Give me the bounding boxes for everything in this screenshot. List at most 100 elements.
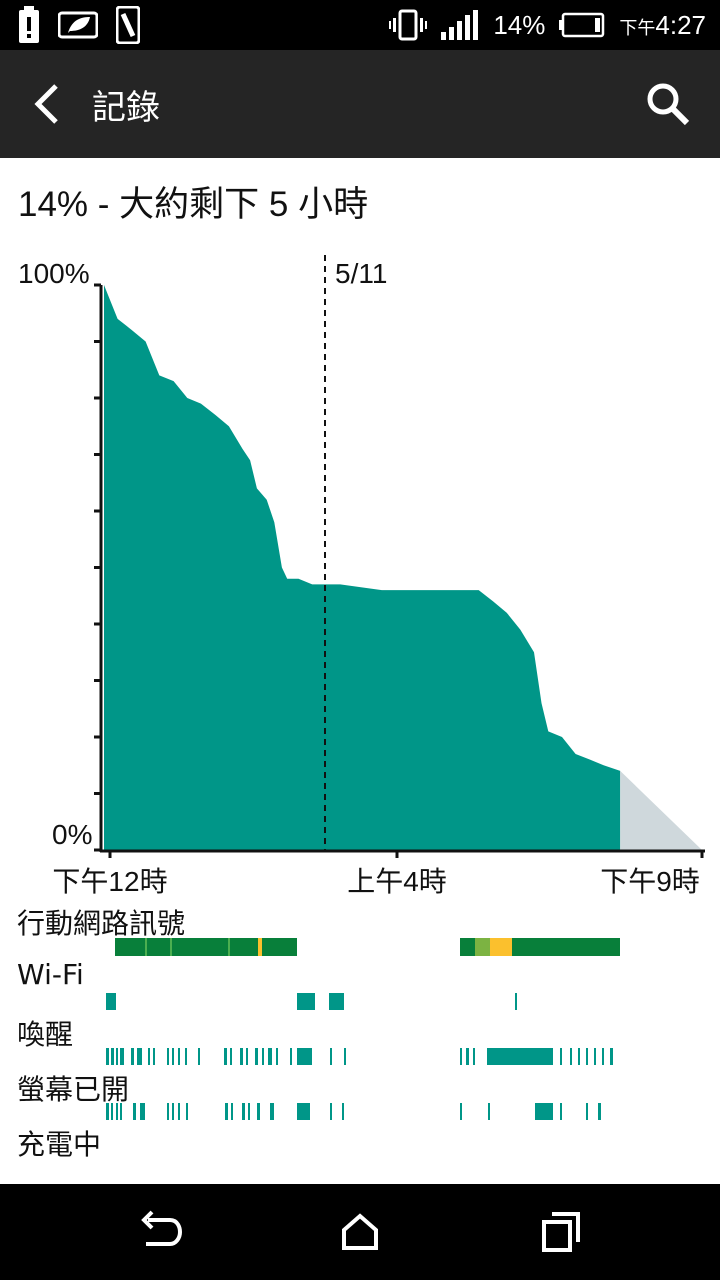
battery-percent: 14% (493, 9, 546, 40)
activity-segment (224, 1048, 227, 1065)
activity-segment (116, 1103, 118, 1120)
activity-segment (268, 1048, 272, 1065)
activity-segment (598, 1103, 601, 1120)
activity-segment (148, 1048, 150, 1065)
y-axis-top-label: 100% (18, 258, 90, 289)
activity-segment (330, 1103, 332, 1120)
activity-segment (120, 1103, 122, 1120)
activity-segment (185, 1048, 187, 1065)
activity-segment (240, 1048, 243, 1065)
battery-level-area (104, 285, 621, 850)
activity-segment (475, 938, 490, 956)
activity-segment (140, 1103, 145, 1120)
activity-segment (186, 1103, 188, 1120)
page-title: 記錄 (92, 88, 160, 128)
x-tick-label: 上午4時 (347, 866, 447, 897)
activity-segment (262, 1048, 264, 1065)
activity-segment (488, 1103, 490, 1120)
activity-segment (329, 993, 344, 1010)
activity-segment (167, 1103, 169, 1120)
activity-segment (133, 1103, 136, 1120)
activity-segment (225, 1103, 228, 1120)
activity-segment (115, 938, 297, 956)
activity-segment (473, 1048, 475, 1065)
row-label-mobile-signal: 行動網路訊號 (17, 907, 186, 940)
navigation-bar (0, 1184, 720, 1280)
activity-bars (106, 938, 620, 1120)
activity-segment (120, 1048, 124, 1065)
activity-segment (490, 938, 512, 956)
activity-segment (610, 1048, 613, 1065)
vibrate-icon (389, 9, 428, 41)
leaf-icon (58, 11, 98, 39)
activity-segment (258, 938, 262, 956)
activity-segment (297, 1103, 310, 1120)
activity-segment (570, 1048, 572, 1065)
activity-segment (116, 1048, 118, 1065)
activity-segment (330, 1048, 332, 1065)
activity-segment (153, 1048, 155, 1065)
recents-icon[interactable] (534, 1206, 586, 1258)
activity-segment (297, 1048, 312, 1065)
battery-summary: 14% - 大約剩下 5 小時 (18, 185, 369, 224)
activity-segment (198, 1048, 200, 1065)
clock-time: 4:27 (655, 9, 706, 40)
activity-segment (106, 1048, 109, 1065)
activity-segment (170, 938, 172, 956)
activity-segment (466, 1048, 469, 1065)
date-marker-label: 5/11 (335, 258, 387, 289)
back-icon[interactable] (134, 1206, 186, 1258)
clock: 下午4:27 (619, 10, 706, 41)
activity-segment (145, 938, 147, 956)
signal-icon (441, 10, 479, 40)
activity-segment (172, 1048, 174, 1065)
activity-segment (342, 1103, 344, 1120)
row-label-wifi: Wi-Fi (17, 958, 84, 991)
activity-segment (167, 1048, 169, 1065)
activity-segment (560, 1048, 562, 1065)
row-label-screen-on: 螢幕已開 (17, 1073, 130, 1106)
chevron-left-icon[interactable] (26, 80, 66, 128)
activity-segment (111, 1103, 113, 1120)
activity-segment (487, 1048, 553, 1065)
activity-segment (242, 1103, 245, 1120)
activity-segment (248, 1103, 250, 1120)
activity-segment (515, 993, 517, 1010)
activity-segment (586, 1103, 588, 1120)
activity-segment (246, 1048, 248, 1065)
activity-segment (111, 1048, 114, 1065)
x-tick-label: 下午12時 (52, 866, 167, 897)
activity-segment (106, 993, 116, 1010)
activity-segment (344, 1048, 346, 1065)
activity-segment (270, 1103, 274, 1120)
search-icon[interactable] (646, 82, 690, 126)
battery-alert-icon (19, 6, 39, 43)
home-icon[interactable] (334, 1206, 386, 1258)
activity-segment (257, 1103, 260, 1120)
chart-plot (94, 255, 705, 858)
activity-segment (172, 1103, 174, 1120)
activity-segment (578, 1048, 580, 1065)
phone-card-icon (116, 6, 140, 44)
activity-segment (230, 1048, 232, 1065)
activity-segment (602, 1048, 604, 1065)
app-bar: 記錄 (0, 50, 720, 158)
status-bar-right: 14% 下午4:27 (389, 0, 706, 50)
activity-segment (228, 938, 230, 956)
activity-segment (131, 1048, 134, 1065)
battery-projection-area (620, 770, 702, 850)
status-bar-left (18, 6, 140, 44)
activity-segment (276, 1048, 278, 1065)
activity-segment (586, 1048, 588, 1065)
activity-segment (594, 1048, 596, 1065)
battery-chart: 100% 0% 5/11 下午12時 上午4時 下午9時 (18, 255, 705, 897)
activity-segment (535, 1103, 553, 1120)
activity-segment (297, 993, 315, 1010)
activity-segment (178, 1103, 180, 1120)
activity-segment (231, 1103, 233, 1120)
activity-segment (255, 1048, 258, 1065)
clock-period: 下午 (619, 17, 656, 38)
activity-segment (460, 1048, 462, 1065)
battery-icon (559, 12, 605, 38)
y-axis-bottom-label: 0% (52, 819, 92, 850)
